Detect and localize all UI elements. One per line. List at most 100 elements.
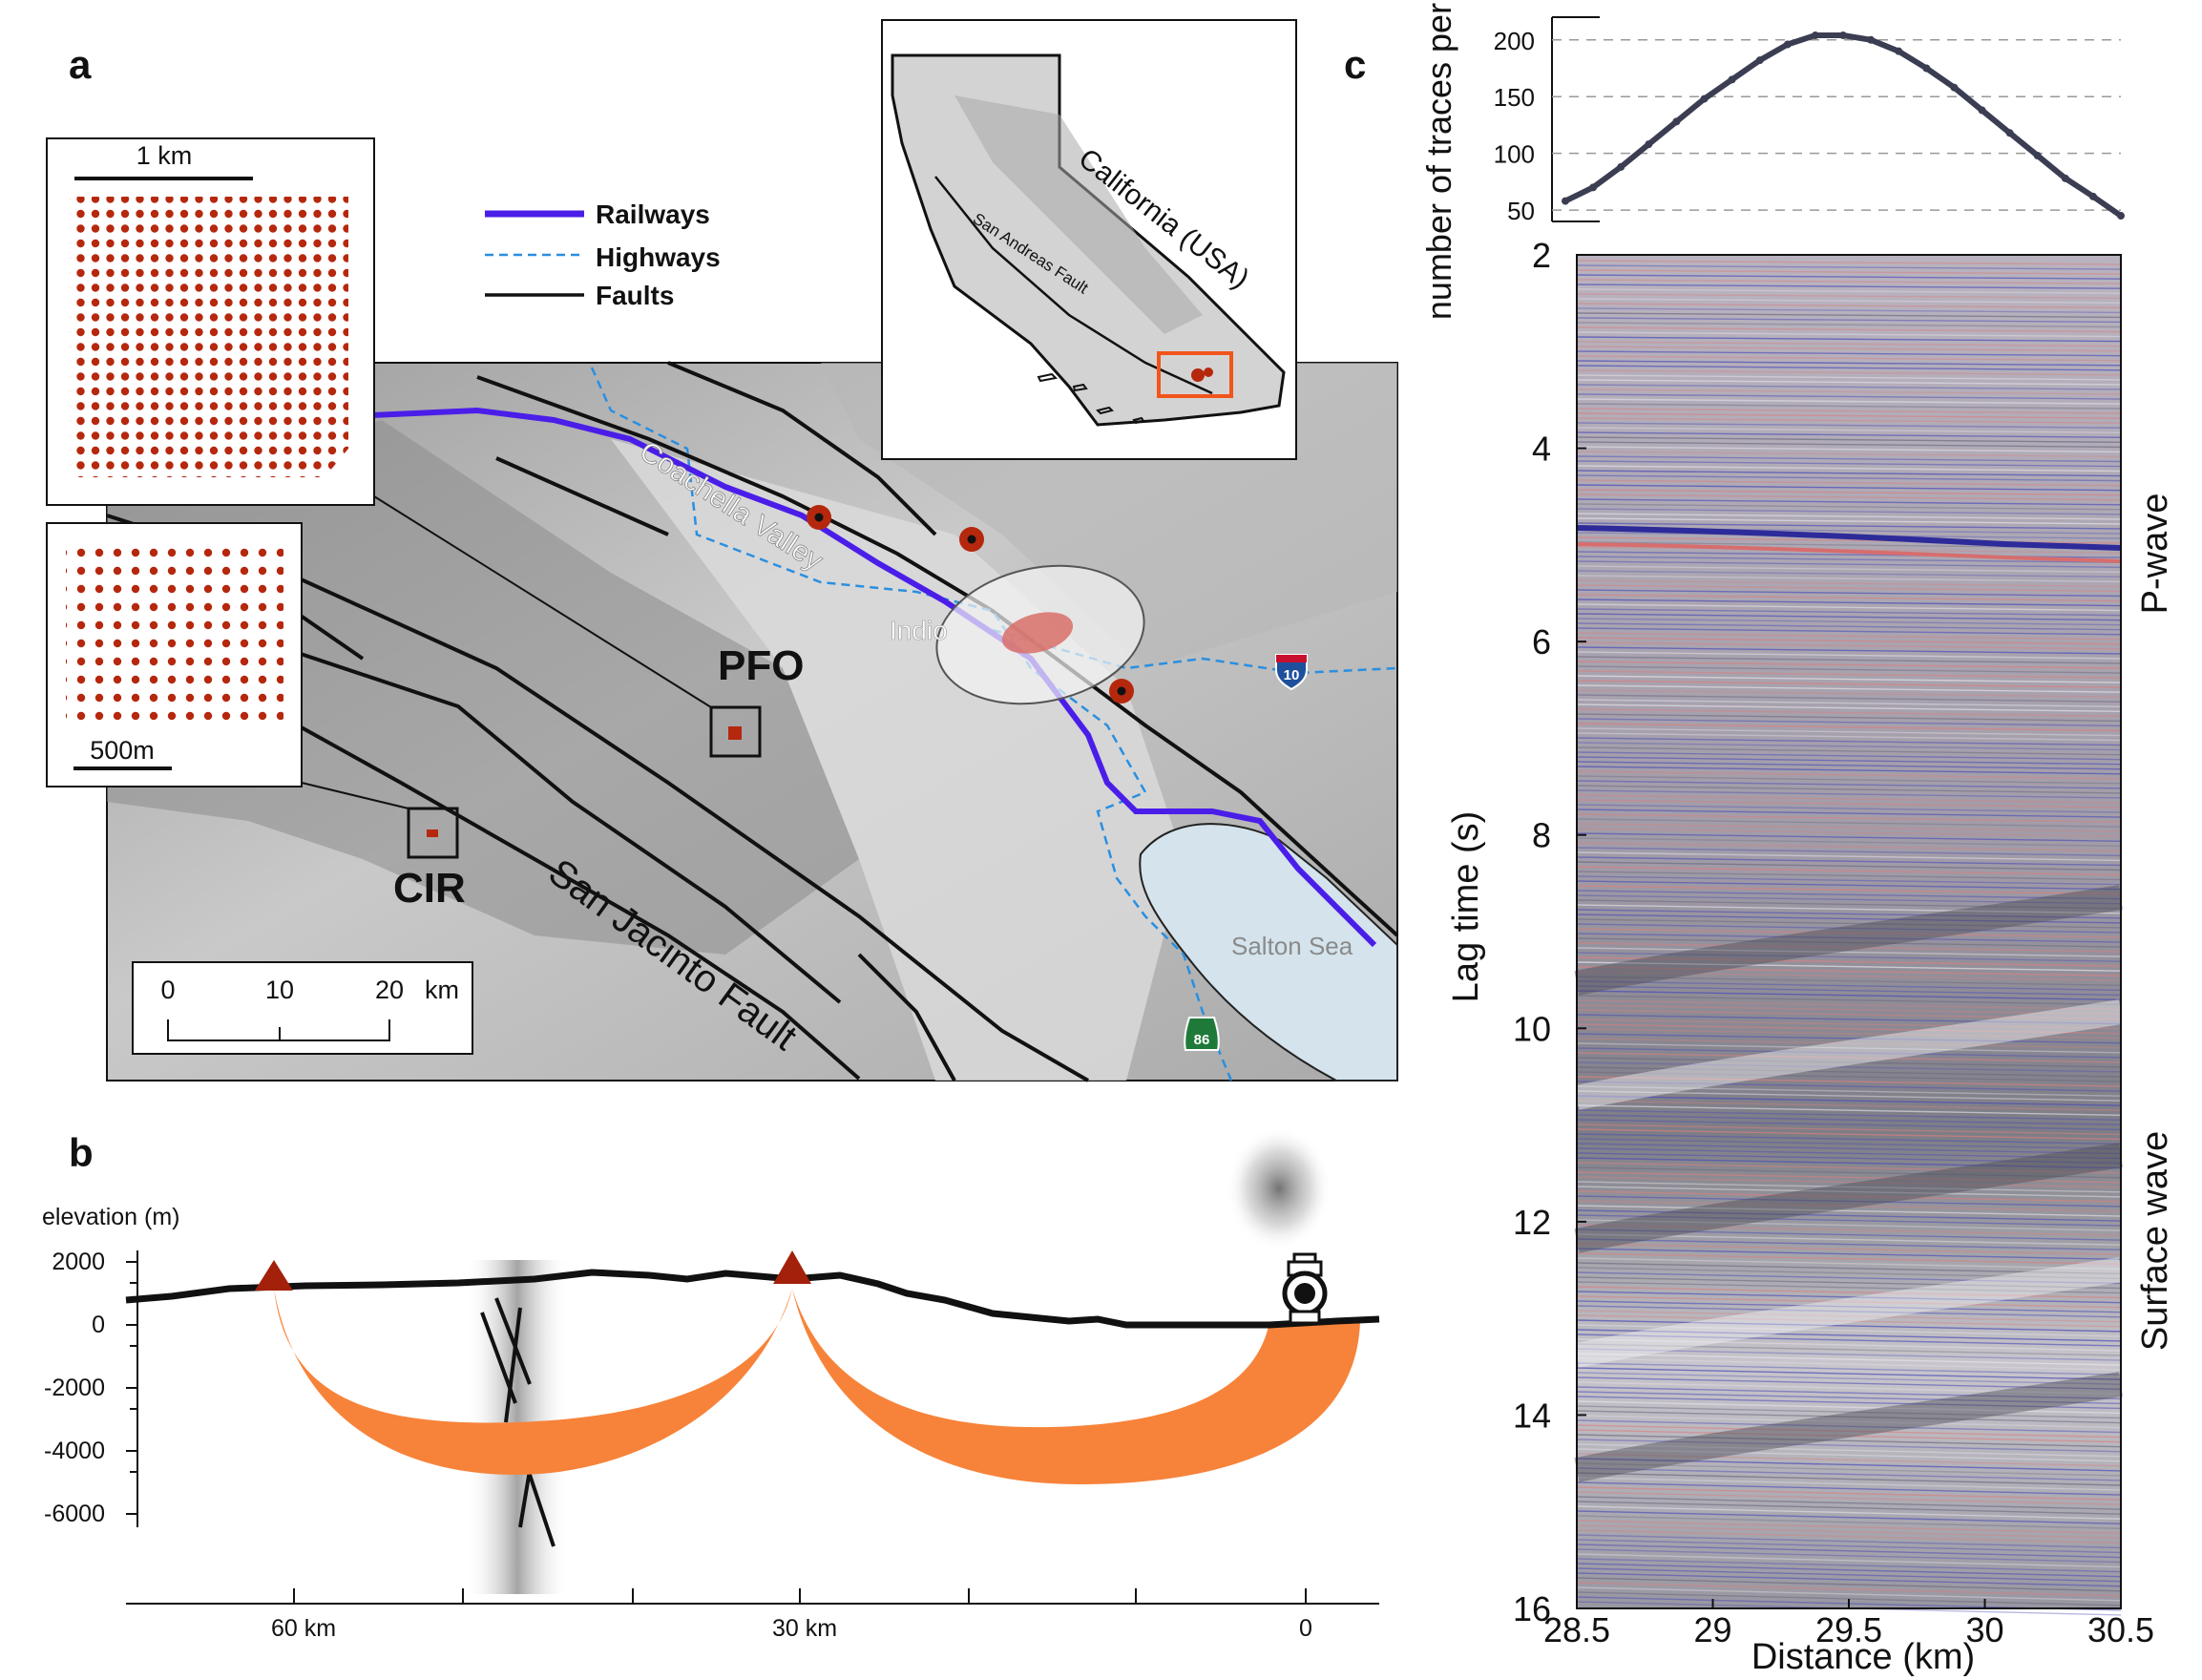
heatmap-stripe xyxy=(1576,1200,2122,1212)
heatmap-stripe xyxy=(1576,923,2122,934)
ca86-number: 86 xyxy=(1194,1032,1210,1048)
heatmap-stripe xyxy=(1576,875,2122,886)
heatmap-stripe xyxy=(1576,1443,2122,1458)
heatmap-stripe xyxy=(1576,990,2122,1001)
heatmap-stripe xyxy=(1576,379,2122,386)
legend-faults: Faults xyxy=(596,281,674,310)
heatmap-stripe xyxy=(1576,1438,2122,1453)
heatmap-xlabel: Distance (km) xyxy=(1751,1637,1975,1677)
scale-box xyxy=(132,961,473,1055)
heatmap-stripe xyxy=(1576,1496,2122,1510)
heatmap-stripe xyxy=(1576,1195,2122,1208)
heatmap-stripe xyxy=(1576,952,2122,962)
heatmap-stripe xyxy=(1576,274,2122,280)
sierra-relief xyxy=(954,95,1203,334)
trace-line xyxy=(1563,32,2123,219)
heatmap-stripe xyxy=(1576,1023,2122,1035)
heatmap-stripe xyxy=(1576,746,2122,756)
heatmap-stripe xyxy=(1576,1104,2122,1116)
heatmap-stripe xyxy=(1576,1586,2122,1602)
heatmap-stripe xyxy=(1576,1252,2122,1266)
panel-b-label: b xyxy=(69,1130,94,1175)
heatmap-stripe xyxy=(1576,1429,2122,1443)
heatmap-stripe xyxy=(1576,727,2122,737)
heatmap-stripe xyxy=(1576,665,2122,674)
heatmap-stripe xyxy=(1576,976,2122,987)
heatmap-stripe xyxy=(1576,1042,2122,1054)
heatmap-xtick: 30.5 xyxy=(2087,1610,2154,1649)
surface-wave-band xyxy=(1574,1257,2124,1368)
heatmap-stripe xyxy=(1576,1090,2122,1102)
san-andreas-line xyxy=(934,176,1213,395)
heatmap-stripe xyxy=(1576,794,2122,804)
p-wave-label: P-wave xyxy=(2135,494,2175,615)
array-inset-large: 1 km xyxy=(46,137,375,506)
heatmap-stripe xyxy=(1576,293,2122,299)
heatmap-stripe xyxy=(1576,1343,2122,1356)
scale-bar xyxy=(167,1019,390,1041)
heatmap-ytick: 6 xyxy=(1532,622,1551,662)
heatmap-stripe xyxy=(1576,1214,2122,1227)
i10-number: 10 xyxy=(1284,667,1300,683)
heatmap-stripe xyxy=(1576,479,2122,487)
heatmap-stripe xyxy=(1576,1419,2122,1434)
heatmap-stripe xyxy=(1576,441,2122,449)
heatmap-stripe xyxy=(1576,904,2122,914)
valley-floor xyxy=(611,439,1184,1081)
trace-ytick: 150 xyxy=(1494,83,1535,112)
heatmap-stripe xyxy=(1576,264,2122,270)
trace-count-chart: number of traces per bin 50 100 150 200 xyxy=(1419,0,2125,320)
heatmap-ytick: 4 xyxy=(1532,430,1551,469)
heatmap-stripe xyxy=(1576,1085,2122,1097)
scale-tick-0: 0 xyxy=(160,976,175,1004)
heatmap-stripe xyxy=(1576,856,2122,867)
ca86-shield: 86 xyxy=(1184,1017,1220,1051)
heatmap-stripe xyxy=(1576,1238,2122,1250)
heatmap-stripe xyxy=(1576,1181,2122,1193)
ray-path-east xyxy=(792,1289,1360,1484)
surface-wave-label: Surface wave xyxy=(2135,1131,2175,1351)
heatmap-ytick: 14 xyxy=(1513,1396,1551,1435)
heatmap-stripe xyxy=(1576,890,2122,900)
heatmap-stripe xyxy=(1576,374,2122,381)
heatmap-stripe xyxy=(1576,350,2122,357)
heatmap-stripe xyxy=(1576,269,2122,275)
heatmap-stripe xyxy=(1576,1376,2122,1390)
heatmap-stripe xyxy=(1576,1281,2122,1294)
section-xtick: 60 km xyxy=(271,1615,336,1642)
heatmap-stripe xyxy=(1576,384,2122,390)
heatmap-stripe xyxy=(1576,1458,2122,1472)
heatmap-stripe xyxy=(1576,1563,2122,1578)
heatmap-stripe xyxy=(1576,388,2122,395)
heatmap-stripe xyxy=(1576,1391,2122,1405)
heatmap-stripe xyxy=(1576,775,2122,785)
heatmap-stripe xyxy=(1576,1472,2122,1486)
heatmap-stripe xyxy=(1576,1186,2122,1198)
heatmap-stripe xyxy=(1576,365,2122,371)
heatmap-stripe xyxy=(1576,598,2122,607)
section-xtick: 0 xyxy=(1299,1615,1312,1642)
scale-unit: km xyxy=(425,976,459,1004)
heatmap-stripe xyxy=(1576,914,2122,924)
heatmap-stripe xyxy=(1576,971,2122,981)
legend-highways: Highways xyxy=(596,242,721,272)
heatmap-stripe xyxy=(1576,1219,2122,1231)
heatmap-stripe xyxy=(1576,789,2122,799)
heatmap-stripe xyxy=(1576,322,2122,328)
heatmap-stripe xyxy=(1576,484,2122,492)
heatmap-stripe xyxy=(1576,1553,2122,1568)
heatmap-stripe xyxy=(1576,1400,2122,1415)
heatmap-stripe xyxy=(1576,1582,2122,1597)
heatmap-stripe xyxy=(1576,584,2122,593)
heatmap-stripe xyxy=(1576,1147,2122,1160)
heatmap-stripe xyxy=(1576,866,2122,876)
heatmap-stripe xyxy=(1576,1591,2122,1606)
heatmap-stripe xyxy=(1576,894,2122,905)
heatmap-stripe xyxy=(1576,412,2122,419)
trace-ticks: 50 100 150 200 xyxy=(1494,27,2125,225)
section-ytick: 2000 xyxy=(52,1249,105,1275)
heatmap-stripe xyxy=(1576,1477,2122,1491)
heatmap-stripe xyxy=(1576,1138,2122,1150)
heatmap-stripe xyxy=(1576,761,2122,770)
